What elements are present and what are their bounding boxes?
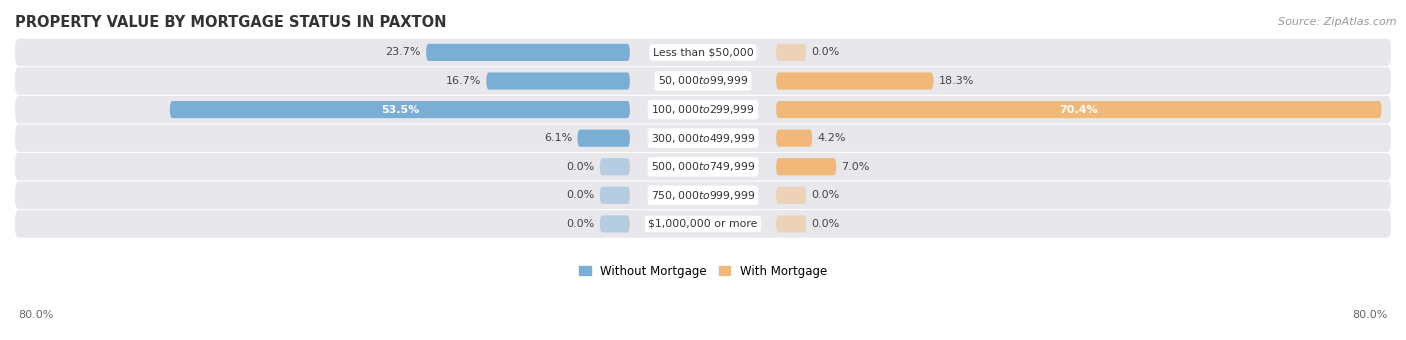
FancyBboxPatch shape <box>776 130 813 147</box>
Text: 0.0%: 0.0% <box>811 47 839 57</box>
Text: 80.0%: 80.0% <box>1353 310 1388 320</box>
FancyBboxPatch shape <box>600 187 630 204</box>
Text: 0.0%: 0.0% <box>567 190 595 200</box>
Text: $300,000 to $499,999: $300,000 to $499,999 <box>651 132 755 145</box>
FancyBboxPatch shape <box>15 153 1391 181</box>
Text: 7.0%: 7.0% <box>841 162 870 172</box>
Legend: Without Mortgage, With Mortgage: Without Mortgage, With Mortgage <box>574 260 832 283</box>
FancyBboxPatch shape <box>776 44 806 61</box>
FancyBboxPatch shape <box>15 124 1391 152</box>
Text: 18.3%: 18.3% <box>939 76 974 86</box>
FancyBboxPatch shape <box>486 72 630 89</box>
Text: $50,000 to $99,999: $50,000 to $99,999 <box>658 74 748 87</box>
Text: 23.7%: 23.7% <box>385 47 420 57</box>
Text: PROPERTY VALUE BY MORTGAGE STATUS IN PAXTON: PROPERTY VALUE BY MORTGAGE STATUS IN PAX… <box>15 15 447 30</box>
FancyBboxPatch shape <box>15 96 1391 123</box>
FancyBboxPatch shape <box>776 101 1382 118</box>
FancyBboxPatch shape <box>170 101 630 118</box>
FancyBboxPatch shape <box>776 215 806 233</box>
Text: Source: ZipAtlas.com: Source: ZipAtlas.com <box>1278 17 1396 27</box>
FancyBboxPatch shape <box>600 158 630 175</box>
FancyBboxPatch shape <box>776 187 806 204</box>
Text: $750,000 to $999,999: $750,000 to $999,999 <box>651 189 755 202</box>
Text: $1,000,000 or more: $1,000,000 or more <box>648 219 758 229</box>
Text: 0.0%: 0.0% <box>567 219 595 229</box>
FancyBboxPatch shape <box>600 215 630 233</box>
Text: $100,000 to $299,999: $100,000 to $299,999 <box>651 103 755 116</box>
FancyBboxPatch shape <box>15 182 1391 209</box>
Text: 70.4%: 70.4% <box>1060 105 1098 115</box>
FancyBboxPatch shape <box>15 67 1391 95</box>
FancyBboxPatch shape <box>776 158 837 175</box>
Text: 4.2%: 4.2% <box>817 133 846 143</box>
FancyBboxPatch shape <box>776 72 934 89</box>
FancyBboxPatch shape <box>426 44 630 61</box>
FancyBboxPatch shape <box>15 210 1391 238</box>
Text: 53.5%: 53.5% <box>381 105 419 115</box>
Text: 0.0%: 0.0% <box>567 162 595 172</box>
Text: 0.0%: 0.0% <box>811 190 839 200</box>
FancyBboxPatch shape <box>578 130 630 147</box>
Text: 80.0%: 80.0% <box>18 310 53 320</box>
Text: $500,000 to $749,999: $500,000 to $749,999 <box>651 160 755 173</box>
Text: 16.7%: 16.7% <box>446 76 481 86</box>
FancyBboxPatch shape <box>15 39 1391 66</box>
Text: 6.1%: 6.1% <box>544 133 572 143</box>
Text: 0.0%: 0.0% <box>811 219 839 229</box>
Text: Less than $50,000: Less than $50,000 <box>652 47 754 57</box>
